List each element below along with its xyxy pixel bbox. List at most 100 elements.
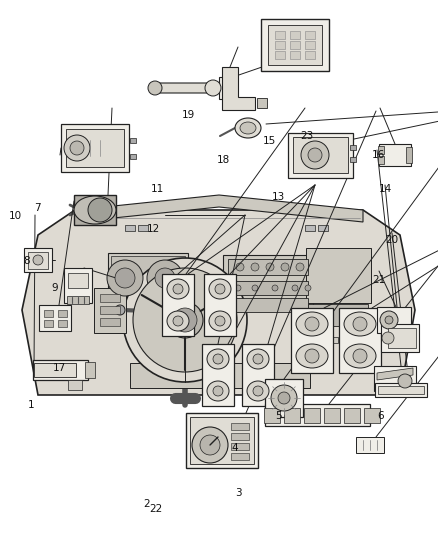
Circle shape: [173, 308, 197, 332]
Circle shape: [308, 148, 322, 162]
Circle shape: [70, 141, 84, 155]
Circle shape: [64, 135, 90, 161]
Circle shape: [133, 268, 237, 372]
FancyBboxPatch shape: [43, 319, 53, 327]
Circle shape: [215, 316, 225, 326]
Circle shape: [147, 260, 183, 296]
FancyBboxPatch shape: [268, 25, 322, 65]
Text: 17: 17: [53, 363, 66, 373]
FancyBboxPatch shape: [24, 248, 52, 272]
Ellipse shape: [296, 312, 328, 336]
Text: 8: 8: [23, 256, 30, 266]
Circle shape: [205, 80, 221, 96]
Circle shape: [192, 427, 228, 463]
FancyBboxPatch shape: [364, 408, 380, 423]
Ellipse shape: [235, 118, 261, 138]
FancyBboxPatch shape: [186, 413, 258, 467]
Polygon shape: [75, 195, 363, 222]
FancyBboxPatch shape: [125, 225, 135, 231]
Text: 13: 13: [272, 192, 285, 202]
FancyBboxPatch shape: [28, 252, 48, 269]
FancyBboxPatch shape: [378, 386, 424, 394]
FancyBboxPatch shape: [57, 310, 67, 317]
FancyBboxPatch shape: [388, 328, 416, 348]
Text: 2: 2: [143, 499, 150, 508]
Circle shape: [123, 258, 247, 382]
Circle shape: [236, 263, 244, 271]
FancyBboxPatch shape: [305, 41, 315, 49]
Circle shape: [253, 354, 263, 364]
FancyBboxPatch shape: [228, 298, 308, 312]
FancyBboxPatch shape: [290, 41, 300, 49]
FancyBboxPatch shape: [261, 19, 329, 71]
FancyBboxPatch shape: [377, 307, 411, 333]
FancyBboxPatch shape: [68, 272, 88, 287]
Ellipse shape: [344, 344, 376, 368]
FancyBboxPatch shape: [378, 156, 384, 164]
FancyBboxPatch shape: [275, 41, 285, 49]
Ellipse shape: [74, 196, 116, 224]
Text: 12: 12: [147, 224, 160, 234]
FancyBboxPatch shape: [231, 432, 249, 440]
Circle shape: [266, 263, 274, 271]
Circle shape: [272, 285, 278, 291]
Ellipse shape: [209, 311, 231, 331]
FancyBboxPatch shape: [344, 408, 360, 423]
Ellipse shape: [207, 349, 229, 369]
FancyBboxPatch shape: [291, 308, 333, 373]
Text: 4: 4: [231, 443, 238, 453]
FancyBboxPatch shape: [287, 133, 353, 177]
FancyBboxPatch shape: [339, 308, 381, 373]
Circle shape: [271, 385, 297, 411]
FancyBboxPatch shape: [94, 287, 126, 333]
FancyBboxPatch shape: [231, 442, 249, 449]
Circle shape: [253, 386, 263, 396]
Text: 19: 19: [182, 110, 195, 119]
Circle shape: [173, 316, 183, 326]
FancyBboxPatch shape: [130, 362, 310, 387]
FancyBboxPatch shape: [257, 98, 267, 108]
Text: 23: 23: [300, 131, 313, 141]
FancyBboxPatch shape: [190, 416, 254, 464]
FancyBboxPatch shape: [100, 306, 120, 314]
Ellipse shape: [247, 349, 269, 369]
FancyBboxPatch shape: [231, 423, 249, 430]
Circle shape: [278, 392, 290, 404]
FancyBboxPatch shape: [350, 157, 356, 161]
FancyBboxPatch shape: [375, 383, 427, 397]
Circle shape: [292, 285, 298, 291]
FancyBboxPatch shape: [318, 337, 338, 343]
Text: 7: 7: [34, 203, 41, 213]
Circle shape: [281, 263, 289, 271]
Circle shape: [353, 317, 367, 331]
FancyBboxPatch shape: [74, 195, 116, 225]
Circle shape: [33, 255, 43, 265]
FancyBboxPatch shape: [34, 363, 76, 377]
Text: 21: 21: [372, 275, 385, 285]
FancyBboxPatch shape: [242, 344, 274, 406]
Text: 1: 1: [27, 400, 34, 410]
Ellipse shape: [240, 122, 256, 134]
FancyBboxPatch shape: [265, 404, 370, 426]
Circle shape: [155, 268, 175, 288]
Circle shape: [398, 374, 412, 388]
FancyBboxPatch shape: [100, 318, 120, 326]
FancyBboxPatch shape: [57, 319, 67, 327]
Circle shape: [296, 263, 304, 271]
Polygon shape: [222, 67, 255, 110]
FancyBboxPatch shape: [290, 31, 300, 39]
Ellipse shape: [209, 279, 231, 299]
Text: 22: 22: [149, 504, 162, 514]
Ellipse shape: [296, 344, 328, 368]
FancyBboxPatch shape: [138, 225, 148, 231]
Text: 3: 3: [235, 488, 242, 498]
Circle shape: [88, 198, 112, 222]
Circle shape: [213, 354, 223, 364]
FancyBboxPatch shape: [308, 304, 368, 326]
FancyBboxPatch shape: [290, 51, 300, 59]
Circle shape: [305, 317, 319, 331]
FancyBboxPatch shape: [223, 255, 313, 305]
Text: 11: 11: [151, 184, 164, 194]
Text: 10: 10: [9, 211, 22, 221]
FancyBboxPatch shape: [108, 253, 188, 308]
